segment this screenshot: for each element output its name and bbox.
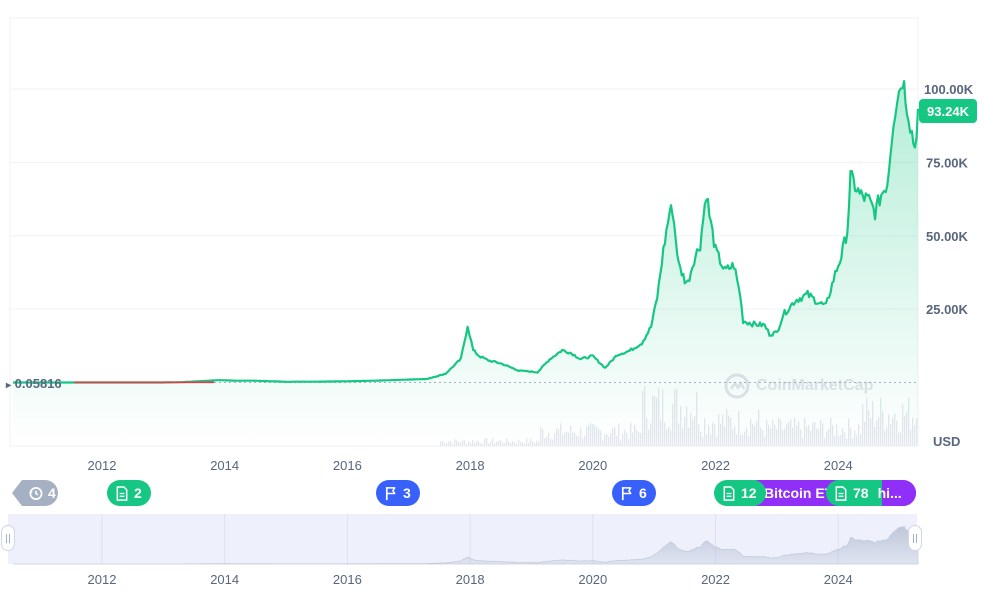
x-axis-labels: 2012 2014 2016 2018 2020 2022 2024 <box>88 458 853 473</box>
grip-icon <box>913 533 917 543</box>
event-pill-news-2012[interactable]: 2 <box>107 480 151 506</box>
navigator-x-axis-labels: 2012 2014 2016 2018 2020 2022 2024 <box>88 572 853 587</box>
document-icon <box>116 485 128 501</box>
navigator-area <box>13 525 919 565</box>
flag-icon <box>385 486 396 500</box>
navigator-x-tick-label: 2022 <box>701 572 730 587</box>
range-navigator[interactable] <box>8 514 919 565</box>
coinmarketcap-watermark: CoinMarketCap <box>724 373 873 399</box>
event-label: Bitcoin ET <box>764 485 834 501</box>
start-price-marker-icon: ▸ <box>6 380 12 391</box>
event-count: 3 <box>403 485 411 501</box>
navigator-x-tick-label: 2018 <box>456 572 485 587</box>
x-tick-label: 2012 <box>88 458 117 473</box>
y-axis-labels: 25.00K 50.00K 75.00K 100.00K <box>924 82 974 317</box>
event-pill-history[interactable]: 4 <box>12 480 58 506</box>
start-price-label: ▸ 0.05816 <box>6 376 62 391</box>
history-icon <box>28 486 43 500</box>
x-tick-label: 2016 <box>333 458 362 473</box>
x-tick-label: 2024 <box>824 458 853 473</box>
document-icon <box>723 485 735 501</box>
event-pill-news-2022[interactable]: 12 <box>714 480 766 506</box>
document-icon <box>835 485 847 501</box>
navigator-x-tick-label: 2012 <box>88 572 117 587</box>
navigator-background <box>8 514 917 564</box>
y-tick-label: 50.00K <box>926 229 969 244</box>
event-count: 4 <box>48 485 56 501</box>
event-count: 6 <box>639 485 647 501</box>
watermark-text: CoinMarketCap <box>756 377 874 394</box>
navigator-x-tick-label: 2016 <box>333 572 362 587</box>
start-price-value: 0.05816 <box>14 376 62 391</box>
navigator-x-tick-label: 2020 <box>578 572 607 587</box>
event-label: hi... <box>877 485 902 501</box>
event-count: 2 <box>134 485 142 501</box>
event-count: 78 <box>853 485 869 501</box>
y-tick-label: 25.00K <box>926 302 969 317</box>
y-tick-label: 75.00K <box>926 155 969 170</box>
x-tick-label: 2018 <box>456 458 485 473</box>
event-count: 12 <box>741 485 757 501</box>
price-area <box>13 81 918 446</box>
coinmarketcap-logo-icon <box>724 373 750 399</box>
event-pill-news-2024[interactable]: 78 hi... <box>826 480 916 506</box>
event-pill-milestone-2017[interactable]: 3 <box>376 480 420 506</box>
x-tick-label: 2014 <box>210 458 239 473</box>
y-tick-label: 100.00K <box>924 82 974 97</box>
x-tick-label: 2020 <box>578 458 607 473</box>
currency-label: USD <box>933 434 961 449</box>
flag-icon <box>621 486 632 500</box>
grip-icon <box>6 533 10 543</box>
navigator-x-tick-label: 2024 <box>824 572 853 587</box>
navigator-left-handle[interactable] <box>1 525 15 551</box>
navigator-right-handle[interactable] <box>908 525 922 551</box>
event-pill-milestone-2020[interactable]: 6 <box>612 480 656 506</box>
x-tick-label: 2022 <box>701 458 730 473</box>
current-price-tag: 93.24K <box>919 99 977 123</box>
navigator-x-tick-label: 2014 <box>210 572 239 587</box>
